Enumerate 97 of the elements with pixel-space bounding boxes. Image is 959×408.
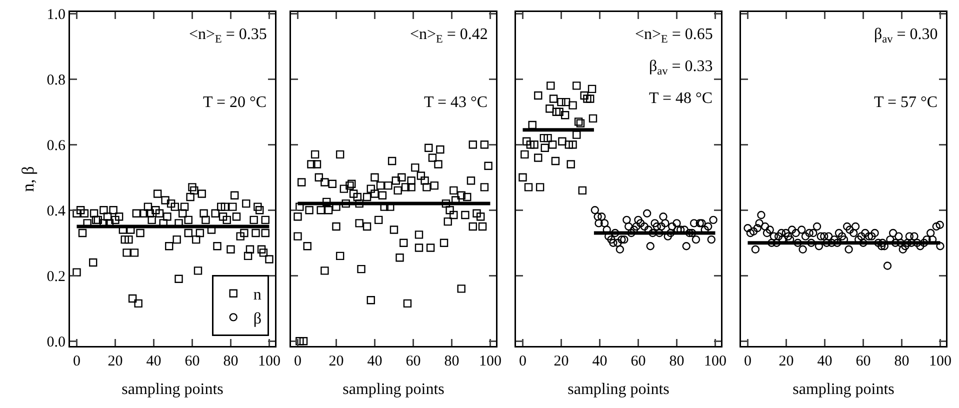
y-tick-label: 1.0: [46, 6, 66, 23]
point: [642, 209, 652, 218]
point: [588, 84, 596, 94]
point: [572, 82, 581, 90]
y-tick-label: 0.0: [46, 334, 66, 350]
y-axis-title: n, β: [18, 166, 38, 192]
x-tick-label: 80: [223, 354, 238, 370]
x-tick-label: 0: [72, 354, 80, 370]
point: [692, 235, 700, 244]
point: [707, 235, 716, 244]
point: [682, 242, 690, 250]
point: [528, 120, 536, 130]
x-tick-label: 20: [328, 354, 344, 370]
annotation: <n>$_{E}$ = 0.42: [410, 26, 488, 46]
annotation: T = 48 °C: [649, 90, 713, 107]
legend-label: β: [253, 310, 262, 328]
point: [534, 91, 542, 100]
point: [659, 212, 668, 221]
point: [557, 98, 566, 106]
x-tick-label: 60: [184, 354, 200, 370]
point: [551, 156, 560, 166]
x-axis-title: sampling points: [342, 380, 444, 398]
x-tick-label: 80: [444, 354, 460, 370]
x-tick-label: 0: [744, 354, 752, 370]
x-tick-label: 20: [778, 354, 794, 370]
annotation: β$_{av}$ = 0.33: [649, 58, 713, 78]
annotation: T = 43 °C: [424, 94, 488, 111]
x-tick-label: 80: [669, 354, 684, 370]
point: [526, 140, 535, 149]
x-tick-label: 60: [856, 354, 871, 370]
x-tick-label: 100: [478, 354, 502, 370]
point: [546, 82, 555, 90]
x-axis-title: sampling points: [792, 380, 894, 398]
point: [634, 216, 642, 224]
point: [578, 186, 587, 195]
point: [586, 94, 594, 103]
point: [540, 134, 548, 142]
point: [548, 140, 557, 149]
point: [524, 183, 533, 192]
point: [616, 245, 624, 254]
point: [646, 242, 654, 250]
x-tick-label: 80: [894, 354, 910, 370]
x-tick-label: 0: [518, 354, 526, 370]
point: [558, 137, 566, 146]
x-tick-label: 20: [108, 354, 123, 370]
point: [568, 140, 577, 149]
annotation: T = 57 °C: [874, 94, 938, 111]
point: [562, 98, 570, 106]
x-tick-label: 60: [406, 354, 421, 370]
point: [552, 108, 561, 116]
y-tick-label: 0.2: [46, 268, 66, 285]
point: [620, 235, 628, 244]
point: [574, 118, 583, 126]
y-tick-label: 0.6: [46, 138, 66, 154]
point: [518, 173, 527, 182]
point: [576, 119, 585, 128]
point: [520, 150, 529, 159]
y-tick-label: 0.4: [46, 203, 66, 220]
annotation: T = 20 °C: [203, 94, 267, 111]
point: [572, 130, 581, 139]
point: [650, 219, 659, 228]
point: [540, 144, 549, 152]
point: [580, 91, 588, 100]
x-tick-label: 100: [928, 354, 952, 370]
annotation: β$_{av}$ = 0.30: [874, 26, 938, 46]
point: [534, 154, 542, 162]
legend-label: n: [253, 286, 262, 304]
point: [590, 206, 600, 214]
point: [709, 216, 718, 224]
x-tick-label: 40: [146, 354, 162, 370]
point: [549, 94, 558, 103]
x-tick-label: 0: [294, 354, 302, 370]
point: [566, 160, 575, 168]
point: [536, 183, 544, 192]
x-tick-label: 40: [817, 354, 832, 370]
x-axis-title: sampling points: [122, 380, 224, 398]
point: [583, 94, 592, 103]
point: [546, 104, 554, 113]
point: [568, 101, 577, 110]
y-tick-label: 0.8: [46, 72, 66, 88]
x-tick-label: 100: [258, 354, 280, 370]
x-tick-label: 40: [592, 354, 608, 370]
point: [564, 140, 574, 149]
point: [588, 114, 598, 123]
x-axis-title: sampling points: [568, 380, 670, 398]
point: [622, 216, 631, 224]
x-tick-label: 20: [554, 354, 569, 370]
x-tick-label: 100: [704, 354, 726, 370]
annotation: <n>$_{E}$ = 0.35: [189, 26, 267, 46]
x-tick-label: 40: [367, 354, 382, 370]
point: [690, 219, 698, 228]
point: [609, 238, 618, 247]
point: [560, 111, 570, 120]
point: [704, 222, 712, 231]
point: [522, 137, 531, 146]
annotation: <n>$_{E}$ = 0.65: [635, 26, 713, 46]
x-tick-label: 60: [630, 354, 646, 370]
